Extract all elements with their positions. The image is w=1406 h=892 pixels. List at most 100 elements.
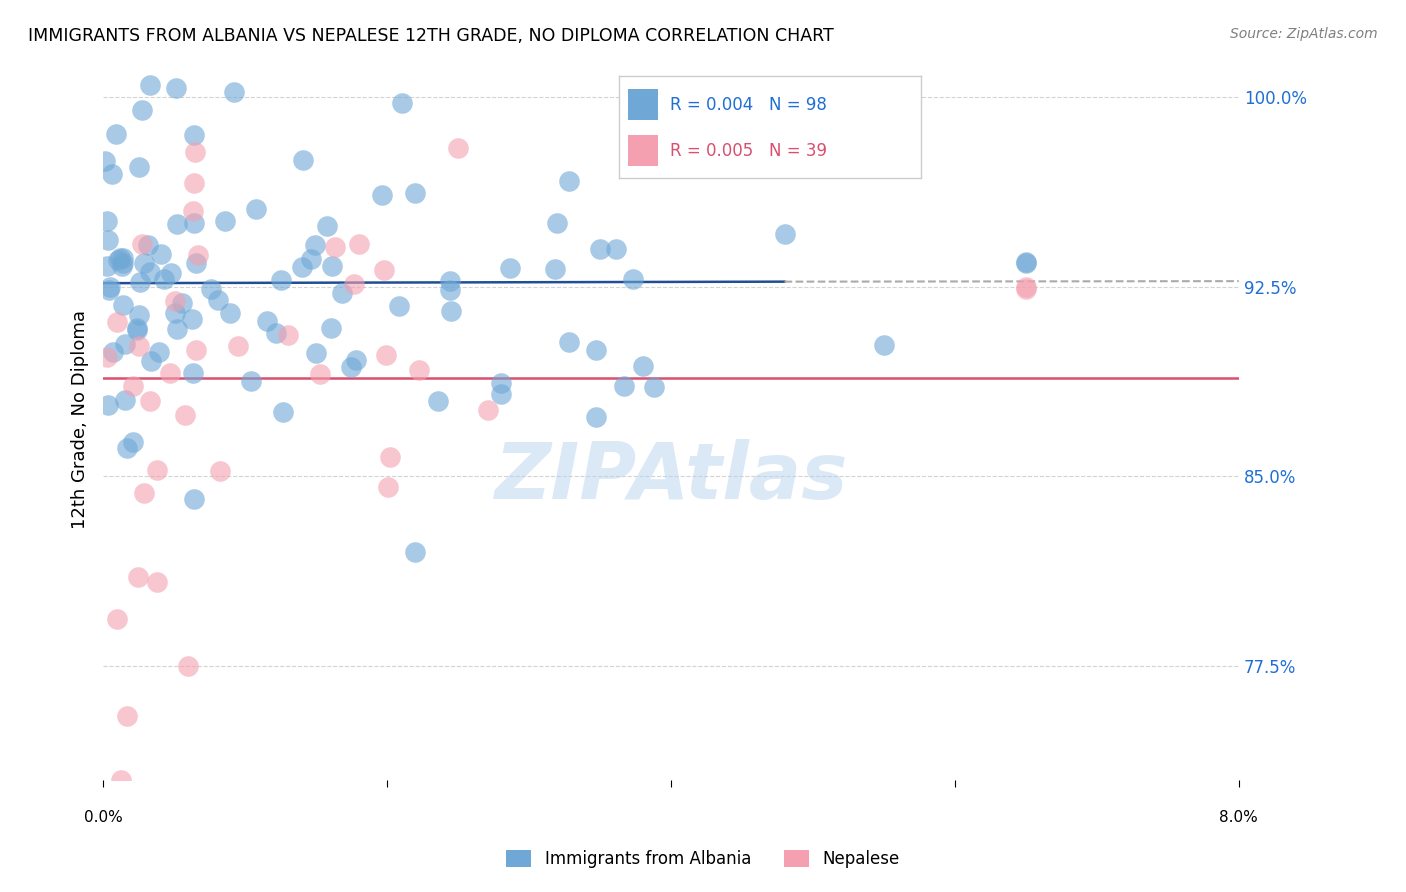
- Point: [165, 80, 187, 95]
- Point: [115, 441, 138, 455]
- Point: [491, 386, 513, 401]
- Point: [183, 491, 205, 506]
- Point: [98, 279, 121, 293]
- Point: [589, 242, 612, 256]
- Point: [127, 570, 149, 584]
- Point: [128, 161, 150, 175]
- Point: [108, 251, 131, 265]
- Point: [404, 186, 426, 201]
- Point: [122, 379, 145, 393]
- Point: [643, 380, 665, 394]
- Point: [321, 259, 343, 273]
- Point: [98, 283, 121, 297]
- Point: [159, 367, 181, 381]
- Point: [96, 214, 118, 228]
- Point: [138, 393, 160, 408]
- Point: [309, 367, 332, 381]
- Point: [183, 216, 205, 230]
- Point: [276, 328, 298, 343]
- Point: [499, 261, 522, 276]
- Point: [107, 253, 129, 268]
- Point: [129, 275, 152, 289]
- Point: [146, 463, 169, 477]
- Point: [105, 315, 128, 329]
- Point: [585, 409, 607, 424]
- Point: [226, 339, 249, 353]
- Point: [605, 242, 627, 256]
- Point: [111, 259, 134, 273]
- Point: [214, 213, 236, 227]
- Point: [96, 350, 118, 364]
- Point: [1015, 282, 1038, 296]
- Point: [163, 293, 186, 308]
- Point: [183, 177, 205, 191]
- Point: [304, 237, 326, 252]
- Point: [166, 217, 188, 231]
- Point: [114, 336, 136, 351]
- Point: [146, 574, 169, 589]
- Point: [439, 274, 461, 288]
- Point: [187, 247, 209, 261]
- Point: [266, 326, 288, 340]
- Point: [546, 216, 568, 230]
- Point: [114, 393, 136, 408]
- Point: [181, 311, 204, 326]
- Point: [101, 167, 124, 181]
- Point: [103, 344, 125, 359]
- Point: [585, 343, 607, 358]
- Point: [174, 409, 197, 423]
- Point: [319, 320, 342, 334]
- Point: [148, 345, 170, 359]
- Point: [94, 153, 117, 168]
- Point: [132, 256, 155, 270]
- Text: ZIPAtlas: ZIPAtlas: [494, 439, 848, 516]
- Point: [347, 236, 370, 251]
- Point: [96, 259, 118, 273]
- Point: [291, 153, 314, 168]
- Point: [139, 78, 162, 92]
- Point: [152, 272, 174, 286]
- Point: [97, 398, 120, 412]
- Point: [439, 283, 461, 297]
- Text: Source: ZipAtlas.com: Source: ZipAtlas.com: [1230, 27, 1378, 41]
- Point: [558, 174, 581, 188]
- Point: [139, 354, 162, 368]
- Point: [219, 306, 242, 320]
- Point: [128, 339, 150, 353]
- Text: IMMIGRANTS FROM ALBANIA VS NEPALESE 12TH GRADE, NO DIPLOMA CORRELATION CHART: IMMIGRANTS FROM ALBANIA VS NEPALESE 12TH…: [28, 27, 834, 45]
- Point: [110, 772, 132, 787]
- Point: [299, 252, 322, 266]
- Point: [621, 272, 644, 286]
- Point: [105, 128, 128, 142]
- Point: [340, 359, 363, 374]
- Point: [222, 86, 245, 100]
- Point: [200, 282, 222, 296]
- Point: [240, 375, 263, 389]
- Point: [107, 612, 129, 626]
- Point: [391, 95, 413, 110]
- Point: [170, 295, 193, 310]
- Point: [631, 359, 654, 373]
- Point: [184, 256, 207, 270]
- Point: [127, 320, 149, 334]
- Point: [183, 145, 205, 159]
- Point: [160, 266, 183, 280]
- Point: [149, 247, 172, 261]
- Point: [305, 346, 328, 360]
- Point: [388, 299, 411, 313]
- Point: [183, 128, 205, 143]
- Point: [323, 240, 346, 254]
- Point: [343, 277, 366, 292]
- Point: [112, 298, 135, 312]
- Point: [184, 343, 207, 357]
- Point: [127, 323, 149, 337]
- Point: [377, 480, 399, 494]
- Point: [613, 379, 636, 393]
- Point: [378, 450, 401, 465]
- Bar: [627, 89, 658, 120]
- Point: [97, 233, 120, 247]
- Y-axis label: 12th Grade, No Diploma: 12th Grade, No Diploma: [72, 310, 89, 529]
- Point: [139, 265, 162, 279]
- Point: [373, 262, 395, 277]
- Point: [427, 394, 450, 409]
